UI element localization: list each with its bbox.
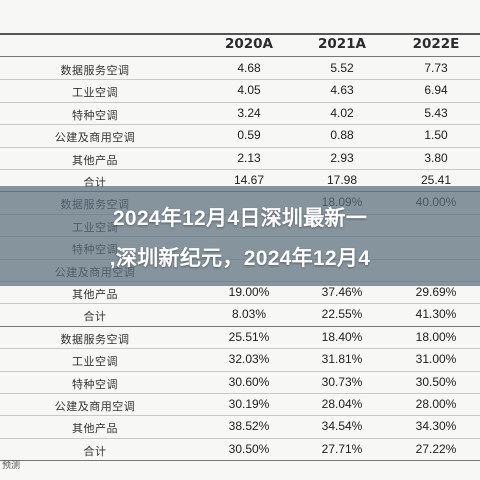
row-divider [0, 303, 480, 305]
table-cell: 0.59 [237, 128, 261, 143]
row-divider [0, 124, 480, 126]
table-cell: 28.00% [415, 397, 457, 411]
table-cell: 31.00% [415, 352, 457, 367]
row-divider [0, 169, 480, 170]
row-label: 数据服务空调 [60, 64, 130, 77]
table-cell: 0.88 [330, 128, 354, 143]
row-label: 合计 [83, 444, 107, 458]
row-label: 公建及商用空调 [54, 131, 136, 145]
table-cell: 37.46% [321, 285, 363, 299]
row-label: 合计 [83, 176, 107, 189]
table-cell: 30.19% [228, 397, 270, 411]
row-label: 数据服务空调 [60, 332, 130, 346]
table-row: 特种空调 3.24 4.02 5.43 [0, 103, 480, 125]
row-divider [0, 370, 480, 372]
table-cell: 1.50 [424, 128, 448, 143]
row-label: 公建及商用空调 [54, 400, 136, 413]
table-cell: 30.50% [415, 374, 457, 389]
table-cell: 2.93 [330, 150, 354, 165]
table-cell: 4.02 [330, 105, 354, 120]
table-cell: 30.73% [321, 374, 363, 389]
row-label: 其他产品 [72, 422, 118, 436]
table-cell: 29.69% [415, 285, 457, 299]
row-label: 其他产品 [72, 288, 118, 301]
table-row: 其他产品 19.00% 37.46% 29.69% [0, 282, 480, 304]
table-cell: 2.13 [237, 150, 261, 165]
table-cell: 5.52 [330, 61, 354, 75]
row-divider [0, 325, 480, 327]
row-label: 工业空调 [72, 355, 118, 369]
table-cell: 38.52% [228, 419, 270, 434]
column-header: 2022E [412, 36, 460, 52]
table-cell: 22.55% [321, 307, 363, 322]
row-label: 其他产品 [72, 153, 118, 167]
table-cell: 30.60% [228, 374, 270, 389]
table-row: 合计 14.67 17.98 25.41 [0, 170, 480, 192]
table-cell: 27.22% [415, 441, 457, 456]
table-cell: 14.67 [233, 173, 265, 187]
row-divider [0, 415, 480, 417]
column-header: 2021A [317, 36, 367, 52]
table-cell: 5.43 [424, 105, 448, 120]
row-divider [0, 348, 480, 350]
table-row: 特种空调 30.60% 30.73% 30.50% [0, 372, 480, 394]
table-row: 工业空调 32.03% 31.81% 31.00% [0, 349, 480, 371]
banner-title-line-1: 2024年12月4日深圳最新一 [112, 207, 368, 230]
row-label: 特种空调 [72, 377, 118, 391]
table-row: 其他产品 2.13 2.93 3.80 [0, 148, 480, 170]
title-banner: 2024年12月4日深圳最新一 ,深圳新纪元，2024年12月4 [0, 186, 480, 286]
row-divider [0, 437, 480, 439]
table-row: 工业空调 4.05 4.63 6.94 [0, 80, 480, 102]
table-cell: 7.73 [424, 61, 448, 75]
row-label: 工业空调 [72, 86, 118, 100]
table-cell: 6.94 [424, 83, 448, 98]
table-row: 公建及商用空调 0.59 0.88 1.50 [0, 125, 480, 147]
table-cell: 25.41 [420, 173, 452, 187]
table-cell: 27.71% [321, 441, 363, 456]
table-cell: 17.98 [326, 173, 358, 187]
banner-title-line-2: ,深圳新纪元，2024年12月4 [109, 247, 371, 270]
table-cell: 28.04% [321, 397, 363, 411]
table-cell: 18.40% [321, 329, 363, 344]
row-divider [0, 146, 480, 148]
table-header-rule [0, 56, 480, 57]
table-cell: 4.68 [237, 61, 261, 75]
row-divider [0, 460, 480, 462]
table-cell: 41.30% [415, 307, 457, 322]
table-top-rule [0, 33, 480, 35]
table-header: 2020A 2021A 2022E [0, 34, 480, 56]
table-cell: 30.50% [228, 441, 270, 456]
table-row: 数据服务空调 4.68 5.52 7.73 [0, 58, 480, 80]
table-row: 合计 30.50% 27.71% 27.22% [0, 439, 480, 461]
table-cell: 34.54% [321, 419, 363, 434]
table-cell: 3.80 [424, 150, 448, 165]
row-divider [0, 79, 480, 81]
row-divider [0, 393, 480, 394]
table-cell: 4.05 [237, 83, 261, 98]
column-header: 2020A [224, 36, 274, 52]
table-row: 其他产品 38.52% 34.54% 34.30% [0, 416, 480, 438]
table-row: 数据服务空调 25.51% 18.40% 18.00% [0, 327, 480, 349]
table-cell: 8.03% [231, 307, 267, 322]
table-cell: 19.00% [228, 285, 270, 299]
table-footnote: 预测 [2, 461, 21, 471]
row-divider [0, 101, 480, 103]
table-cell: 25.51% [228, 329, 270, 344]
row-label: 特种空调 [72, 108, 118, 122]
table-cell: 18.00% [415, 329, 457, 344]
table-cell: 32.03% [228, 352, 270, 367]
row-label: 合计 [83, 310, 107, 324]
table-cell: 31.81% [321, 352, 363, 367]
table-cell: 34.30% [415, 419, 457, 434]
table-row: 合计 8.03% 22.55% 41.30% [0, 304, 480, 326]
table-row: 公建及商用空调 30.19% 28.04% 28.00% [0, 394, 480, 416]
table-cell: 4.63 [330, 83, 354, 98]
table-cell: 3.24 [237, 105, 261, 120]
